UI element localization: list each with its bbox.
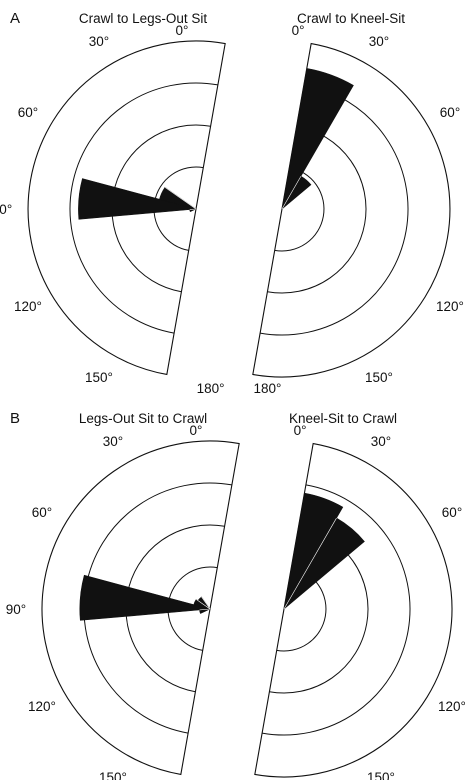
- tick-label-150: 150°: [99, 770, 127, 780]
- chart-title-kneel-sit-to-crawl: Kneel-Sit to Crawl: [289, 411, 397, 426]
- tick-label-0: 0°: [175, 23, 188, 38]
- panel-letter-a: A: [10, 10, 20, 27]
- tick-label-30: 30°: [103, 434, 123, 449]
- polar-chart-crawl-to-kneel-sit: 0°30°60°90°120°150°180°: [252, 23, 464, 396]
- tick-label-120: 120°: [438, 699, 465, 714]
- tick-label-180: 180°: [253, 381, 281, 396]
- tick-label-0: 0°: [292, 23, 305, 38]
- ring-2: [267, 125, 367, 294]
- bin-separator-2: [189, 208, 197, 210]
- bin-30-50: [283, 517, 365, 610]
- tick-label-120: 120°: [14, 299, 42, 314]
- tick-label-60: 60°: [32, 505, 52, 520]
- tick-label-150: 150°: [85, 370, 113, 385]
- polar-chart-legs-out-sit-to-crawl: 0°30°60°90°120°150°180°: [6, 423, 240, 780]
- tick-label-90: 90°: [0, 202, 12, 217]
- bin-separator-1: [283, 517, 337, 610]
- ring-3: [69, 82, 218, 334]
- tick-label-60: 60°: [440, 105, 460, 120]
- tick-label-150: 150°: [367, 770, 395, 780]
- tick-label-120: 120°: [28, 699, 56, 714]
- polar-chart-kneel-sit-to-crawl: 0°30°60°90°120°150°180°: [254, 423, 465, 780]
- tick-label-150: 150°: [365, 370, 393, 385]
- tick-label-0: 0°: [294, 423, 307, 438]
- polar-chart-crawl-to-legs-out-sit: 0° 30° 60° 90° 120° 150° 180°: [0, 23, 226, 396]
- outer-boundary: [254, 442, 453, 778]
- bin-separator-3: [199, 608, 211, 611]
- chart-title-legs-out-sit-to-crawl: Legs-Out Sit to Crawl: [79, 411, 207, 426]
- tick-label-120: 120°: [436, 299, 464, 314]
- panel-letter-b: B: [10, 410, 20, 427]
- bin-75-95: [78, 178, 197, 220]
- bin-separator-1: [201, 596, 211, 610]
- bin-separator-1: [164, 187, 197, 210]
- panel-a: A Crawl to Legs-Out Sit Crawl to Kneel-S…: [0, 10, 464, 396]
- ring-1: [274, 167, 325, 252]
- tick-label-30: 30°: [89, 34, 109, 49]
- bin-55-75: [193, 598, 211, 610]
- tick-label-60: 60°: [18, 105, 38, 120]
- bin-30-50: [281, 175, 312, 210]
- bin-10-30: [281, 68, 354, 210]
- bin-separator-1: [281, 176, 302, 210]
- ring-3: [260, 84, 409, 336]
- chart-title-crawl-to-legs-out-sit: Crawl to Legs-Out Sit: [79, 11, 208, 26]
- chart-title-crawl-to-kneel-sit: Crawl to Kneel-Sit: [297, 11, 405, 26]
- tick-label-90: 90°: [6, 602, 26, 617]
- panel-b: B Legs-Out Sit to Crawl Kneel-Sit to Cra…: [6, 410, 465, 780]
- outer-boundary: [252, 42, 451, 378]
- tick-label-60: 60°: [442, 505, 462, 520]
- bin-75-95: [79, 574, 211, 621]
- tick-label-180: 180°: [197, 381, 225, 396]
- tick-label-30: 30°: [371, 434, 391, 449]
- ring-3: [262, 484, 411, 736]
- bin-separator-2: [196, 599, 211, 610]
- tick-label-0: 0°: [189, 423, 202, 438]
- tick-label-30: 30°: [369, 34, 389, 49]
- bin-10-30: [283, 492, 344, 610]
